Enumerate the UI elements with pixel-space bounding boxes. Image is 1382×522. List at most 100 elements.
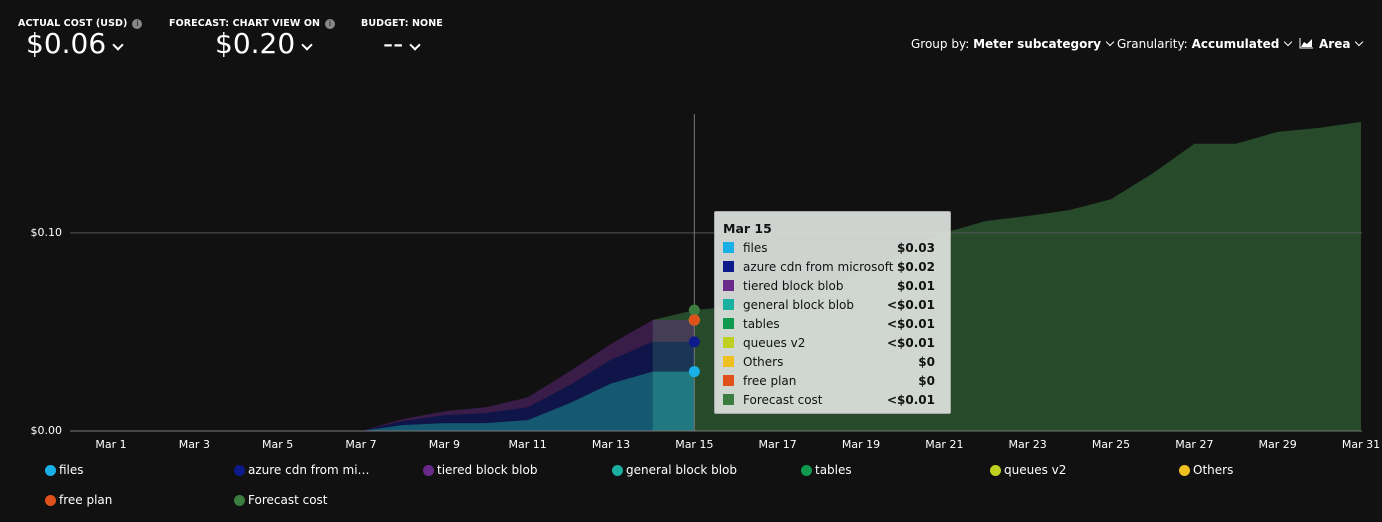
- x-tick-label: Mar 31: [1342, 438, 1380, 451]
- tooltip-name: free plan: [743, 373, 797, 388]
- legend-label: files: [59, 463, 84, 477]
- tooltip-swatch: [723, 242, 734, 253]
- chart-type-control[interactable]: Area: [1299, 37, 1364, 51]
- tooltip-name: tables: [743, 316, 780, 331]
- legend-label: Forecast cost: [248, 493, 328, 507]
- tooltip-title: Mar 15: [723, 221, 772, 236]
- legend-dot: [612, 465, 623, 476]
- area: [111, 341, 695, 431]
- area: [111, 320, 695, 431]
- tooltip-value: $0.02: [897, 259, 935, 274]
- y-tick-label: $0.10: [31, 226, 63, 239]
- x-tick-label: Mar 23: [1009, 438, 1047, 451]
- kpi-amount: --: [383, 27, 404, 60]
- area: [111, 371, 695, 431]
- legend: files azure cdn from microsoft tiered bloc…: [45, 462, 1375, 522]
- tooltip-row: general block blob <$0.01: [723, 295, 935, 314]
- legend-item[interactable]: azure cdn from microsoft: [234, 462, 423, 492]
- tooltip-row: tables <$0.01: [723, 314, 935, 333]
- tooltip-row: azure cdn from microsoft $0.02: [723, 257, 935, 276]
- group-by-control[interactable]: Group by: Meter subcategory: [911, 37, 1115, 51]
- legend-dot: [423, 465, 434, 476]
- hover-dot: [688, 314, 700, 326]
- kpi-value[interactable]: --: [383, 27, 421, 60]
- legend-dot: [45, 495, 56, 506]
- control-value: Accumulated: [1191, 37, 1280, 51]
- tooltip-swatch: [723, 337, 734, 348]
- tooltip-row: Forecast cost <$0.01: [723, 390, 935, 409]
- tooltip-swatch: [723, 299, 734, 310]
- tooltip-value: $0: [918, 373, 935, 388]
- y-tick-label: $0.00: [31, 424, 63, 437]
- hover-dot: [688, 366, 700, 378]
- tooltip-swatch: [723, 356, 734, 367]
- legend-dot: [234, 465, 245, 476]
- legend-item[interactable]: Forecast cost: [234, 492, 423, 522]
- x-tick-label: Mar 19: [842, 438, 880, 451]
- kpi-value[interactable]: $0.20: [215, 27, 313, 60]
- kpi: ACTUAL COST (USD) i: [18, 11, 143, 30]
- control-value: Area: [1319, 37, 1351, 51]
- info-icon[interactable]: i: [132, 19, 143, 29]
- chevron: [409, 39, 421, 51]
- kpi-label: FORECAST: CHART VIEW ON: [169, 18, 321, 29]
- tooltip-value: <$0.01: [886, 297, 935, 312]
- legend-item[interactable]: queues v2: [990, 462, 1179, 492]
- tooltip-value: $0.01: [897, 278, 935, 293]
- control-label: Granularity:: [1117, 37, 1188, 51]
- x-tick-label: Mar 17: [759, 438, 797, 451]
- tooltip-value: $0: [918, 354, 935, 369]
- tooltip-name: general block blob: [743, 297, 854, 312]
- legend-dot: [801, 465, 812, 476]
- kpi-value[interactable]: $0.06: [26, 27, 124, 60]
- info-icon[interactable]: i: [325, 19, 336, 29]
- legend-dot: [45, 465, 56, 476]
- legend-label: tables: [815, 463, 852, 477]
- chevron: [112, 39, 124, 51]
- legend-item[interactable]: Others: [1179, 462, 1368, 492]
- tooltip-row: queues v2 <$0.01: [723, 333, 935, 352]
- kpi-label: ACTUAL COST (USD): [18, 18, 128, 29]
- legend-item[interactable]: files: [45, 462, 234, 492]
- x-tick-label: Mar 13: [592, 438, 630, 451]
- legend-item[interactable]: free plan: [45, 492, 234, 522]
- kpi-amount: $0.06: [26, 27, 107, 60]
- tooltip-value: <$0.01: [886, 316, 935, 331]
- tooltip-swatch: [723, 394, 734, 405]
- tooltip-name: files: [743, 240, 768, 255]
- x-tick-label: Mar 15: [675, 438, 713, 451]
- legend-label: free plan: [59, 493, 113, 507]
- area-icon: [1299, 38, 1313, 49]
- tooltip-name: Others: [743, 354, 784, 369]
- hover-dot: [688, 336, 700, 348]
- x-tick-label: Mar 27: [1175, 438, 1213, 451]
- tooltip-row: files $0.03: [723, 238, 935, 257]
- x-tick-label: Mar 3: [179, 438, 210, 451]
- tooltip-name: azure cdn from microsoft: [743, 259, 894, 274]
- granularity-control[interactable]: Granularity: Accumulated: [1117, 37, 1293, 51]
- legend-item[interactable]: general block blob: [612, 462, 801, 492]
- chevron: [1284, 37, 1293, 47]
- tooltip-name: queues v2: [743, 335, 806, 350]
- tooltip-name: tiered block blob: [743, 278, 844, 293]
- chevron: [1355, 37, 1364, 47]
- x-tick-label: Mar 29: [1259, 438, 1297, 451]
- chevron: [1105, 37, 1115, 47]
- x-tick-label: Mar 21: [925, 438, 963, 451]
- tooltip-swatch: [723, 261, 734, 272]
- x-tick-label: Mar 11: [509, 438, 547, 451]
- kpi-amount: $0.20: [215, 27, 296, 60]
- tooltip-row: tiered block blob $0.01: [723, 276, 935, 295]
- legend-item[interactable]: tables: [801, 462, 990, 492]
- kpi: FORECAST: CHART VIEW ON i: [169, 11, 336, 30]
- legend-item[interactable]: tiered block blob: [423, 462, 612, 492]
- kpi-label: BUDGET: NONE: [361, 18, 443, 29]
- tooltip: Mar 15 files $0.03 azure cdn from microsoft…: [714, 211, 951, 414]
- legend-dot: [990, 465, 1001, 476]
- legend-label: general block blob: [626, 463, 737, 477]
- legend-label: Others: [1193, 463, 1234, 477]
- legend-label: queues v2: [1004, 463, 1067, 477]
- legend-label: azure cdn from microsoft: [248, 463, 374, 477]
